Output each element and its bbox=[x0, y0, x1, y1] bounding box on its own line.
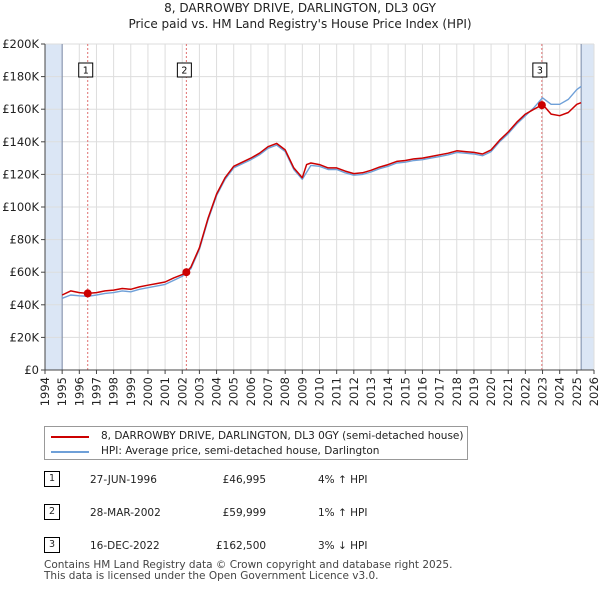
sale-label-box bbox=[78, 62, 94, 78]
sale-label-number: 1 bbox=[83, 66, 89, 77]
x-tick-label: 2004 bbox=[210, 377, 224, 406]
sale-label-number: 3 bbox=[537, 66, 543, 77]
sale-price: £46,995 bbox=[222, 474, 266, 486]
sale-price: £59,999 bbox=[222, 507, 266, 519]
x-tick-label: 2015 bbox=[398, 377, 412, 406]
x-tick-label: 2001 bbox=[158, 377, 172, 406]
x-tick-label: 2021 bbox=[501, 377, 515, 406]
x-tick-label: 2014 bbox=[381, 377, 395, 406]
sale-date: 28-MAR-2002 bbox=[90, 507, 161, 519]
sale-price: £162,500 bbox=[216, 540, 267, 552]
y-tick-label: £140K bbox=[2, 135, 39, 149]
sale-hpi-diff: 1% ↑ HPI bbox=[318, 507, 368, 519]
x-tick-label: 2000 bbox=[141, 377, 155, 406]
price-chart: 8, DARROWBY DRIVE, DARLINGTON, DL3 0GY P… bbox=[2, 1, 600, 406]
y-tick-label: £200K bbox=[2, 37, 39, 51]
y-tick-label: £60K bbox=[10, 265, 40, 279]
hpi-series-line bbox=[61, 85, 582, 299]
sale-label-box bbox=[532, 62, 548, 78]
chart-title: 8, DARROWBY DRIVE, DARLINGTON, DL3 0GY bbox=[164, 1, 436, 15]
x-tick-label: 2008 bbox=[278, 377, 292, 406]
attribution-footer: Contains HM Land Registry data © Crown c… bbox=[44, 560, 452, 582]
x-tick-label: 2007 bbox=[261, 377, 275, 406]
x-tick-label: 2017 bbox=[433, 377, 447, 406]
sale-label-number: 2 bbox=[181, 66, 187, 77]
x-tick-label: 2016 bbox=[415, 377, 429, 406]
x-tick-label: 1997 bbox=[89, 377, 103, 406]
legend-swatch-property bbox=[51, 436, 89, 438]
chart-subtitle: Price paid vs. HM Land Registry's House … bbox=[128, 17, 471, 31]
y-tick-label: £180K bbox=[2, 70, 39, 84]
sale-hpi-diff: 3% ↓ HPI bbox=[318, 540, 368, 552]
x-tick-label: 2018 bbox=[450, 377, 464, 406]
x-tick-label: 2012 bbox=[347, 377, 361, 406]
sale-number-badge: 1 bbox=[44, 471, 60, 487]
x-tick-label: 2003 bbox=[192, 377, 206, 406]
x-tick-label: 2019 bbox=[467, 377, 481, 406]
x-tick-label: 2023 bbox=[536, 377, 550, 406]
sale-date: 27-JUN-1996 bbox=[90, 474, 157, 486]
y-tick-label: £20K bbox=[10, 330, 40, 344]
x-tick-label: 2002 bbox=[175, 377, 189, 406]
licence-line: This data is licensed under the Open Gov… bbox=[44, 570, 379, 582]
chart-legend: 8, DARROWBY DRIVE, DARLINGTON, DL3 0GY (… bbox=[44, 426, 468, 460]
legend-label-hpi: HPI: Average price, semi-detached house,… bbox=[101, 445, 380, 457]
sale-row: 1 27-JUN-1996 £46,995 4% ↑ HPI bbox=[0, 470, 600, 490]
x-tick-label: 2009 bbox=[295, 377, 309, 406]
x-tick-label: 2013 bbox=[364, 377, 378, 406]
property-series-line bbox=[61, 101, 582, 296]
attribution-line: Contains HM Land Registry data © Crown c… bbox=[44, 559, 453, 571]
sale-number-badge: 3 bbox=[44, 537, 60, 553]
x-tick-label: 1995 bbox=[55, 377, 69, 406]
y-tick-label: £0 bbox=[24, 363, 39, 377]
y-tick-label: £120K bbox=[2, 167, 39, 181]
x-tick-label: 2022 bbox=[518, 377, 532, 406]
y-tick-label: £40K bbox=[10, 298, 40, 312]
x-tick-label: 1996 bbox=[72, 377, 86, 406]
sale-hpi-diff: 4% ↑ HPI bbox=[318, 474, 368, 486]
legend-swatch-hpi bbox=[51, 451, 89, 453]
x-tick-label: 2010 bbox=[313, 377, 327, 406]
x-tick-label: 2026 bbox=[587, 377, 600, 406]
x-tick-label: 2011 bbox=[330, 377, 344, 406]
y-tick-label: £100K bbox=[2, 200, 39, 214]
x-tick-label: 1999 bbox=[124, 377, 138, 406]
legend-label-property: 8, DARROWBY DRIVE, DARLINGTON, DL3 0GY (… bbox=[101, 430, 464, 442]
sale-point bbox=[537, 101, 546, 110]
x-tick-label: 2020 bbox=[484, 377, 498, 406]
sale-number-badge: 2 bbox=[44, 504, 60, 520]
x-tick-label: 2006 bbox=[244, 377, 258, 406]
x-tick-label: 1998 bbox=[107, 377, 121, 406]
sale-row: 3 16-DEC-2022 £162,500 3% ↓ HPI bbox=[0, 536, 600, 556]
sale-row: 2 28-MAR-2002 £59,999 1% ↑ HPI bbox=[0, 503, 600, 523]
y-tick-label: £80K bbox=[10, 233, 40, 247]
x-tick-label: 2005 bbox=[227, 377, 241, 406]
x-tick-label: 2024 bbox=[553, 377, 567, 406]
x-tick-label: 1994 bbox=[38, 377, 52, 406]
x-tick-label: 2025 bbox=[570, 377, 584, 406]
sale-date: 16-DEC-2022 bbox=[90, 540, 160, 552]
y-tick-label: £160K bbox=[2, 102, 39, 116]
sale-point bbox=[182, 268, 191, 277]
sale-point bbox=[83, 289, 92, 298]
sale-label-box bbox=[176, 62, 192, 78]
